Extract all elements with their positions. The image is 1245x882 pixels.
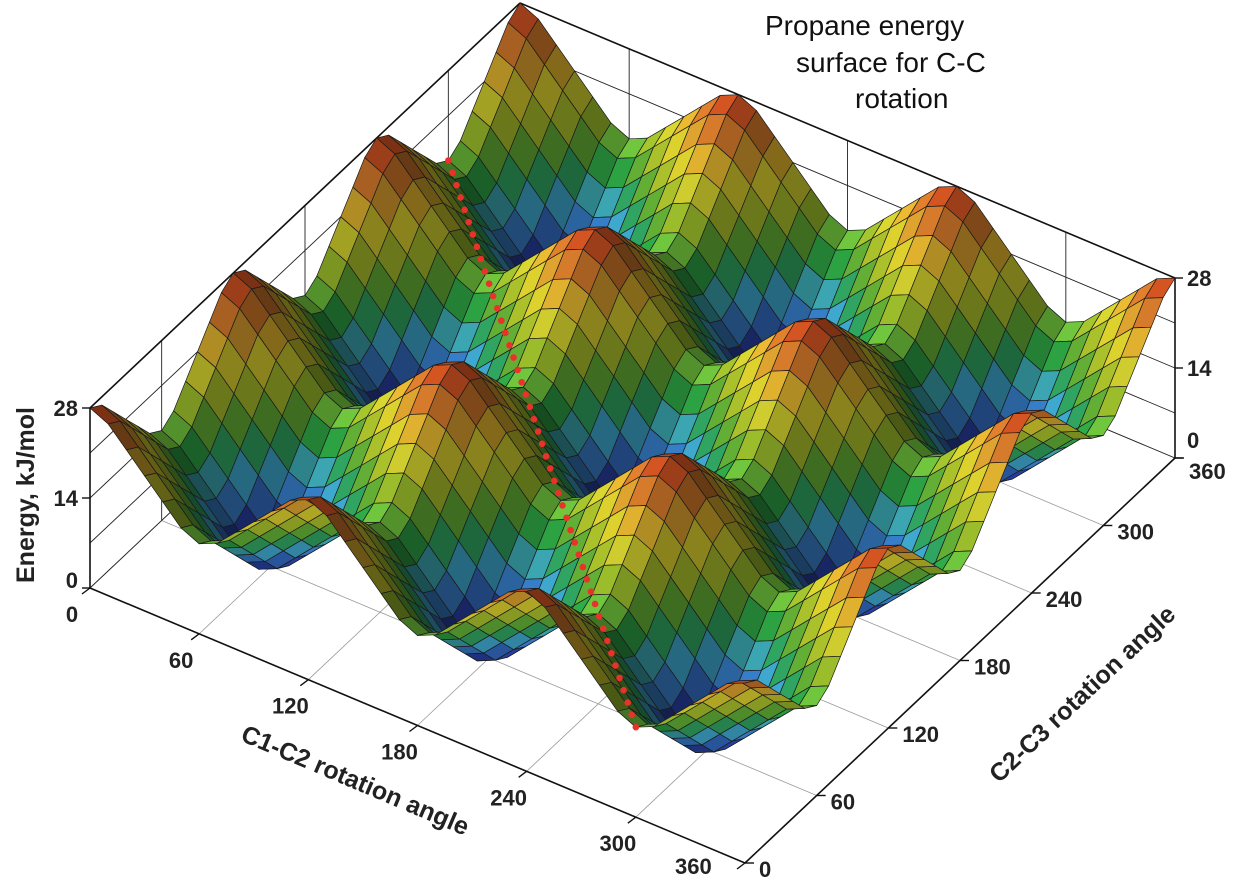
path-dot <box>542 452 550 460</box>
path-dot <box>477 255 485 263</box>
x-tick-label: 120 <box>272 694 309 719</box>
energy-surface <box>89 2 1176 753</box>
z-tick-label: 0 <box>66 568 78 593</box>
x-tick-label: 300 <box>599 831 636 856</box>
path-dot <box>469 231 477 238</box>
path-dot <box>493 305 501 312</box>
x-tick-label: 180 <box>381 740 418 765</box>
path-dot <box>608 649 615 657</box>
x-axis-label: C1-C2 rotation angle <box>237 720 473 841</box>
y-tick-label: 240 <box>1046 587 1083 612</box>
path-dot <box>506 341 513 349</box>
path-dot <box>583 576 591 583</box>
x-tick-label: 360 <box>675 854 712 879</box>
x-tick-mark <box>627 816 637 824</box>
path-dot <box>546 465 554 472</box>
path-dot <box>453 181 460 189</box>
path-dot <box>575 551 583 559</box>
box-edge <box>89 2 521 409</box>
chart-title-line-3: rotation <box>855 83 948 114</box>
x-tick-mark <box>409 724 418 733</box>
path-dot <box>612 662 619 669</box>
box-edge <box>519 2 1176 279</box>
y-axis-label: C2-C3 rotation angle <box>984 600 1181 788</box>
x-tick-mark <box>518 770 528 778</box>
dotted-path <box>445 157 640 731</box>
x-tick-mark <box>736 862 746 870</box>
z-tick-label-right: 28 <box>1187 266 1211 291</box>
path-dot <box>445 157 452 164</box>
path-dot <box>595 612 603 620</box>
path-dot <box>563 514 570 522</box>
path-dot <box>567 526 574 534</box>
y-tick-label: 360 <box>1189 459 1226 484</box>
x-tick-mark <box>299 679 309 687</box>
path-dot <box>465 218 473 226</box>
path-dot <box>502 329 509 337</box>
path-dot <box>620 686 627 694</box>
y-tick-label: 120 <box>902 722 939 747</box>
y-tick-label: 180 <box>974 655 1011 680</box>
path-dot <box>449 169 456 177</box>
path-dot <box>522 391 530 398</box>
chart-title-line-1: Propane energy <box>765 10 964 41</box>
path-dot <box>624 699 631 706</box>
path-dot <box>498 317 505 324</box>
path-dot <box>534 428 542 435</box>
x-tick-label: 240 <box>490 785 527 810</box>
z-tick-label: 14 <box>54 486 79 511</box>
path-dot <box>591 600 599 608</box>
path-dot <box>530 415 538 423</box>
z-tick-label-right: 14 <box>1187 356 1212 381</box>
y-tick-label: 0 <box>759 857 771 882</box>
x-tick-label: 60 <box>169 648 193 673</box>
path-dot <box>579 563 587 571</box>
y-tick-label: 300 <box>1117 520 1154 545</box>
x-tick-mark <box>190 633 200 641</box>
path-dot <box>616 674 623 682</box>
path-dot <box>559 502 566 509</box>
chart-title-line-2: surface for C-C <box>796 47 986 78</box>
z-tick-label: 28 <box>54 396 78 421</box>
z-axis-label: Energy, kJ/mol <box>12 407 40 583</box>
path-dot <box>599 625 607 632</box>
path-dot <box>489 292 497 300</box>
path-dot <box>551 477 558 485</box>
path-dot <box>473 243 481 251</box>
path-dot <box>555 489 562 497</box>
path-dot <box>604 637 611 645</box>
x-tick-label: 0 <box>66 602 78 627</box>
y-tick-label: 60 <box>831 790 855 815</box>
tick-labels: 0 60 120 180 240 300 360 0 60 120 180 240 300 360 0 0 14… <box>54 266 1226 882</box>
path-dot <box>485 280 493 287</box>
path-dot <box>461 206 468 214</box>
surface-cell <box>726 679 758 685</box>
path-dot <box>526 403 534 411</box>
path-dot <box>628 711 636 719</box>
path-dot <box>587 588 595 595</box>
path-dot <box>457 194 464 201</box>
z-tick-label-right: 0 <box>1187 428 1199 453</box>
path-dot <box>632 723 640 731</box>
path-dot <box>518 378 526 386</box>
path-dot <box>481 268 489 275</box>
path-dot <box>538 440 546 448</box>
path-dot <box>514 366 521 374</box>
path-dot <box>510 354 517 361</box>
path-dot <box>571 539 578 546</box>
x-tick-mark <box>81 587 91 595</box>
